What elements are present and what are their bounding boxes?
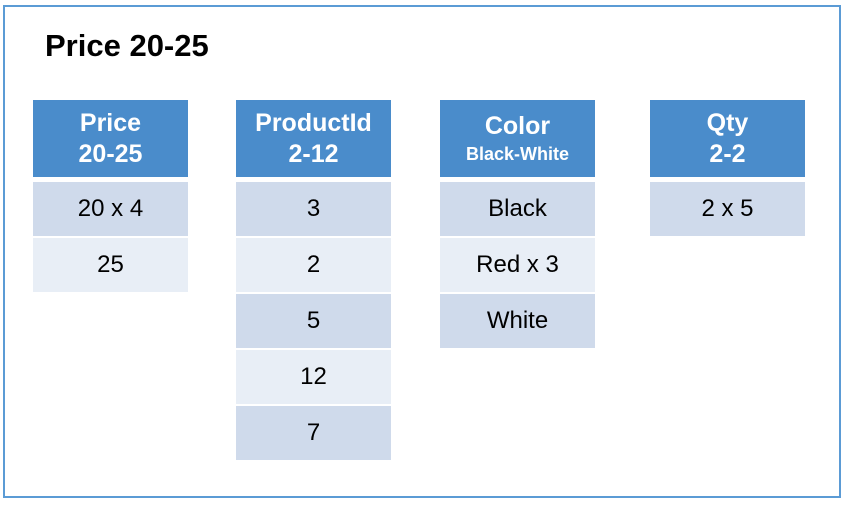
value-cell: 25 [33,238,188,292]
column-header: Color Black-White [440,100,595,177]
column-header: ProductId 2-12 [236,100,391,177]
value-cell: 2 [236,238,391,292]
value-cell: 20 x 4 [33,182,188,236]
value-cell: 12 [236,350,391,404]
value-cell: 2 x 5 [650,182,805,236]
value-cell: Red x 3 [440,238,595,292]
column-name: Qty [706,108,749,137]
diagram-frame [3,5,841,498]
value-cell: Black [440,182,595,236]
column-name: Price [79,108,142,137]
column-price: Price 20-25 20 x 4 25 [33,100,188,294]
value-cell: White [440,294,595,348]
column-range: 2-2 [709,139,746,168]
column-range: Black-White [465,144,570,164]
value-cell: 5 [236,294,391,348]
column-range: 2-12 [288,139,339,168]
column-color: Color Black-White Black Red x 3 White [440,100,595,350]
column-productid: ProductId 2-12 3 2 5 12 7 [236,100,391,462]
column-range: 20-25 [78,139,143,168]
column-header: Qty 2-2 [650,100,805,177]
value-cell: 7 [236,406,391,460]
column-name: ProductId [255,108,372,137]
column-qty: Qty 2-2 2 x 5 [650,100,805,238]
column-header: Price 20-25 [33,100,188,177]
diagram-title: Price 20-25 [45,28,209,63]
value-cell: 3 [236,182,391,236]
column-name: Color [484,112,551,140]
